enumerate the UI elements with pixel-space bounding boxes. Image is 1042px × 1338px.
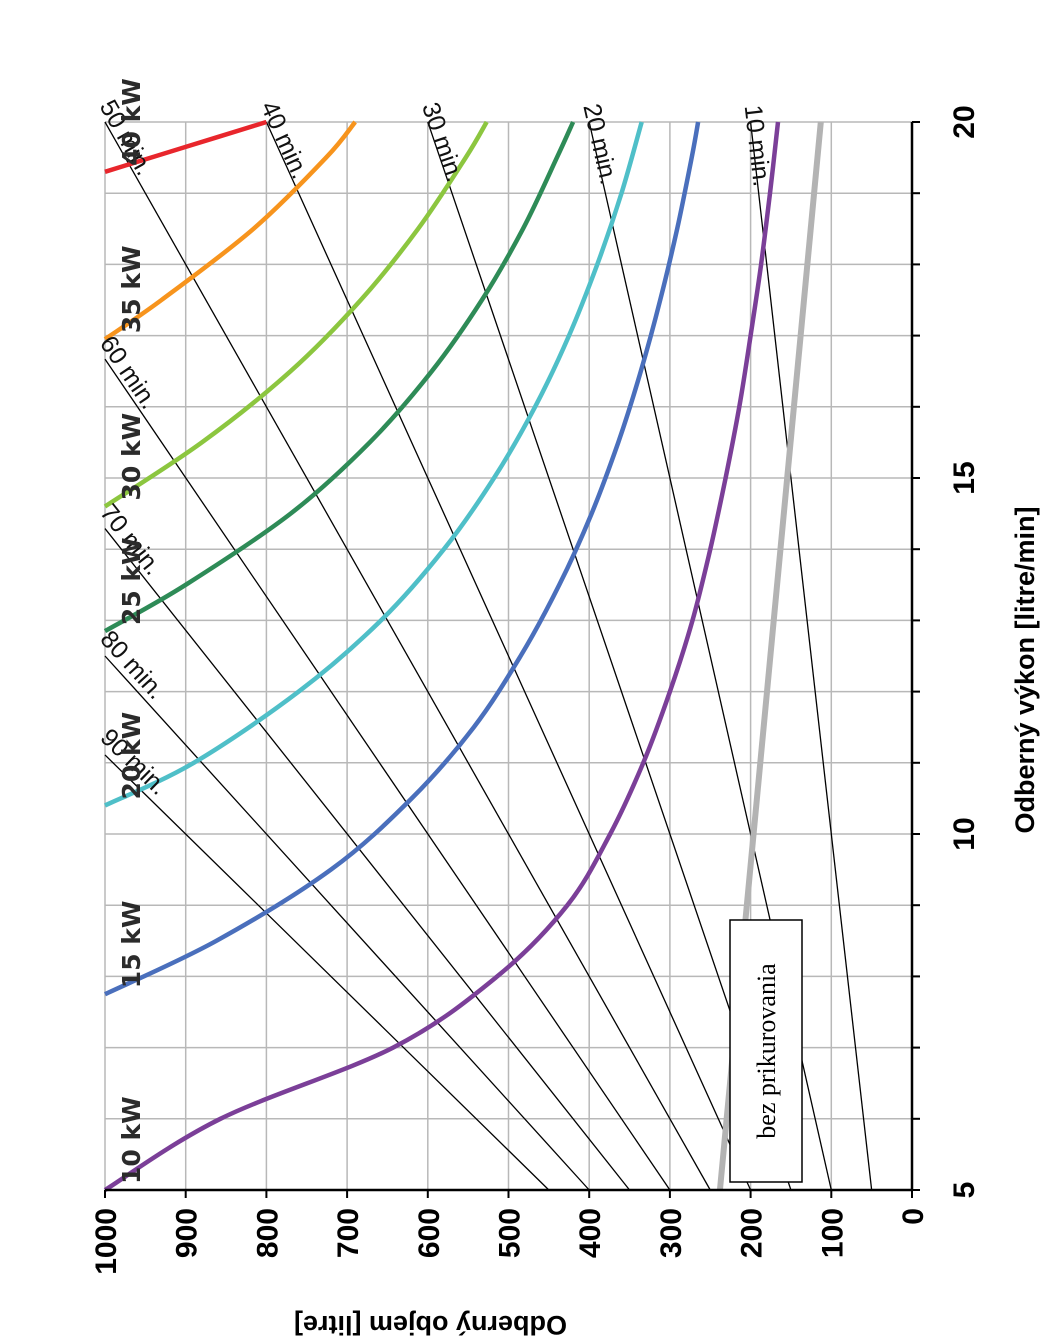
time-line [265,121,752,1191]
power-curve [103,121,781,1192]
time-line-label: 30 min. [416,99,469,186]
time-line [104,528,631,1191]
time-line [104,655,590,1191]
power-curve-label: 25 kW [117,537,146,625]
axes [104,121,920,1198]
power-curve [103,121,576,634]
power-curve-label: 30 kW [117,413,146,501]
time-line [749,121,873,1191]
time-line-label: 80 min. [95,625,171,705]
volume-tick-label: 700 [332,1208,365,1258]
x-axis-title: Odberný výkon [litre/min] [1010,506,1040,833]
time-line [104,358,671,1191]
volume-tick-label: 600 [413,1208,446,1258]
time-line [104,121,711,1191]
reference-line-label: bez prikurovania [752,963,781,1139]
power-curve [103,120,357,342]
power-curve-label: 35 kW [117,245,146,333]
power-curve-label: 20 kW [117,712,146,800]
power-curve [104,119,268,174]
volume-tick-label: 100 [816,1208,849,1258]
time-line-label: 40 min. [255,97,314,183]
power-curve [103,120,489,509]
volume-tick-label: 0 [897,1208,930,1225]
grid [104,121,912,1190]
reference-line-label-box [729,919,803,1183]
flow-tick-label: 5 [948,1182,981,1199]
power-curve [104,121,701,997]
labels: 10 min.20 min.30 min.40 min.50 min.60 mi… [90,78,1040,1338]
time-line [104,754,550,1191]
flow-tick-label: 10 [948,817,981,850]
time-line-label: 10 min. [739,104,776,189]
power-curve-label: 40 kW [117,78,146,166]
volume-tick-label: 1000 [90,1208,123,1275]
time-line-label: 20 min. [577,101,622,187]
flow-tick-label: 20 [948,105,981,138]
volume-tick-label: 500 [494,1208,527,1258]
power-curve-label: 10 kW [117,1096,146,1184]
volume-tick-label: 300 [655,1208,688,1258]
power-curve [104,121,644,808]
volume-tick-label: 400 [574,1208,607,1258]
volume-tick-label: 900 [171,1208,204,1258]
y-axis-title: Odberný objem [litre] [294,1310,567,1338]
power-curve-label: 15 kW [117,900,146,988]
volume-tick-label: 800 [251,1208,284,1258]
volume-tick-label: 200 [736,1208,769,1258]
power-curves [103,119,824,1192]
flow-tick-label: 15 [948,461,981,494]
